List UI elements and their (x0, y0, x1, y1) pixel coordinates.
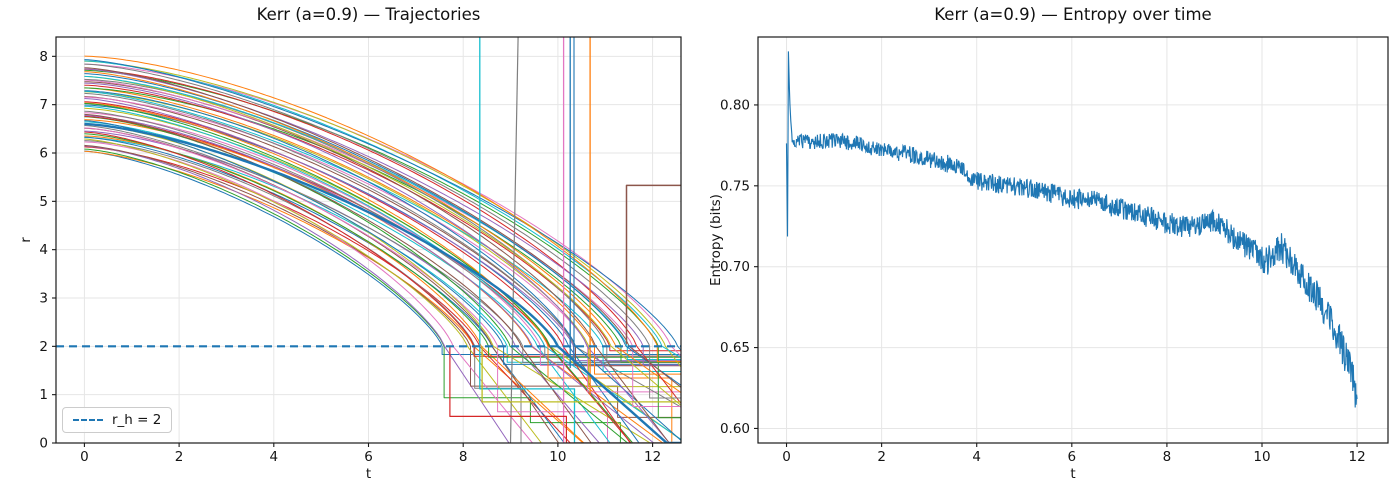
legend-label: r_h = 2 (112, 412, 162, 428)
legend: r_h = 2 (62, 407, 173, 433)
trajectory-line (84, 81, 681, 443)
thick-blue-trajectory (84, 122, 681, 443)
y-tick-label: 5 (39, 194, 48, 210)
trajectory-line (84, 67, 681, 388)
y-tick-label: 4 (39, 242, 48, 258)
trajectory-line (84, 116, 681, 443)
red-step-plateau (449, 346, 681, 443)
x-tick-label: 8 (1163, 449, 1172, 465)
brown-step-up (625, 184, 681, 344)
entropy-yaxis-label: Entropy (bits) (708, 194, 724, 286)
trajectory-line (84, 91, 681, 388)
trajectories-plot-title: Kerr (a=0.9) — Trajectories (256, 5, 481, 24)
x-tick-label: 12 (644, 449, 661, 465)
entropy-group (785, 51, 1358, 408)
trajectory-line (84, 113, 681, 443)
x-tick-label: 4 (972, 449, 981, 465)
entropy-xaxis-label: t (1070, 466, 1076, 482)
trajectory-line (84, 115, 681, 443)
trajectories-group (56, 37, 681, 443)
y-tick-label: 2 (39, 339, 48, 355)
axes-spines (757, 36, 1389, 444)
trajectory-line (84, 59, 681, 351)
trajectories-xaxis-label: t (365, 466, 372, 482)
y-tick-label: 8 (39, 49, 48, 65)
y-tick-label: 0.80 (720, 97, 750, 113)
y-tick-label: 0.60 (720, 421, 750, 437)
trajectory-line (84, 105, 681, 440)
x-tick-label: 2 (877, 449, 886, 465)
trajectories-yaxis-label: r (18, 237, 34, 243)
trajectory-line (84, 102, 681, 443)
y-tick-label: 6 (39, 146, 48, 162)
trajectory-line (84, 96, 681, 367)
trajectory-line (84, 73, 681, 386)
trajectory-line (84, 82, 681, 443)
trajectory-line (84, 75, 681, 406)
trajectory-line (84, 55, 681, 363)
y-tick-label: 0.70 (720, 259, 750, 275)
y-tick-label: 3 (39, 291, 48, 307)
trajectory-line (84, 144, 681, 418)
trajectory-line (84, 68, 681, 404)
x-tick-label: 0 (80, 449, 89, 465)
trajectory-line (84, 92, 681, 408)
trajectory-line (84, 123, 681, 443)
diverging-vertical-gray (509, 37, 519, 443)
trajectory-line (84, 125, 681, 364)
trajectory-line (84, 145, 681, 443)
y-tick-label: 0.75 (720, 178, 750, 194)
trajectory-line (84, 140, 681, 443)
diverging-vertical-cyan (479, 37, 681, 443)
x-tick-label: 0 (782, 449, 791, 465)
trajectory-line (84, 131, 681, 357)
trajectory-line (84, 96, 681, 393)
y-tick-label: 0 (39, 436, 48, 452)
trajectory-line (84, 68, 681, 366)
entropy-line (785, 51, 1358, 408)
trajectory-line (84, 71, 681, 394)
x-tick-label: 6 (1068, 449, 1077, 465)
trajectory-line (84, 150, 681, 355)
x-tick-label: 2 (175, 449, 184, 465)
trajectory-line (84, 148, 681, 443)
x-tick-label: 10 (1253, 449, 1270, 465)
trajectory-line (84, 150, 681, 443)
trajectory-line (84, 110, 681, 357)
y-tick-label: 7 (39, 97, 48, 113)
trajectory-line (84, 90, 681, 372)
entropy-plot-title: Kerr (a=0.9) — Entropy over time (934, 5, 1212, 24)
trajectory-line (84, 98, 681, 362)
y-tick-label: 1 (39, 387, 48, 403)
olive-plateau (481, 346, 681, 403)
x-tick-label: 8 (459, 449, 468, 465)
x-tick-label: 10 (549, 449, 566, 465)
x-tick-label: 4 (270, 449, 279, 465)
dashed-horizon-line-swatch (73, 419, 103, 421)
x-tick-label: 6 (364, 449, 373, 465)
trajectory-line (84, 138, 681, 443)
trajectory-line (84, 87, 681, 375)
x-tick-label: 12 (1349, 449, 1366, 465)
trajectory-line (84, 84, 681, 352)
y-tick-label: 0.65 (720, 340, 750, 356)
trajectory-line (84, 90, 681, 441)
